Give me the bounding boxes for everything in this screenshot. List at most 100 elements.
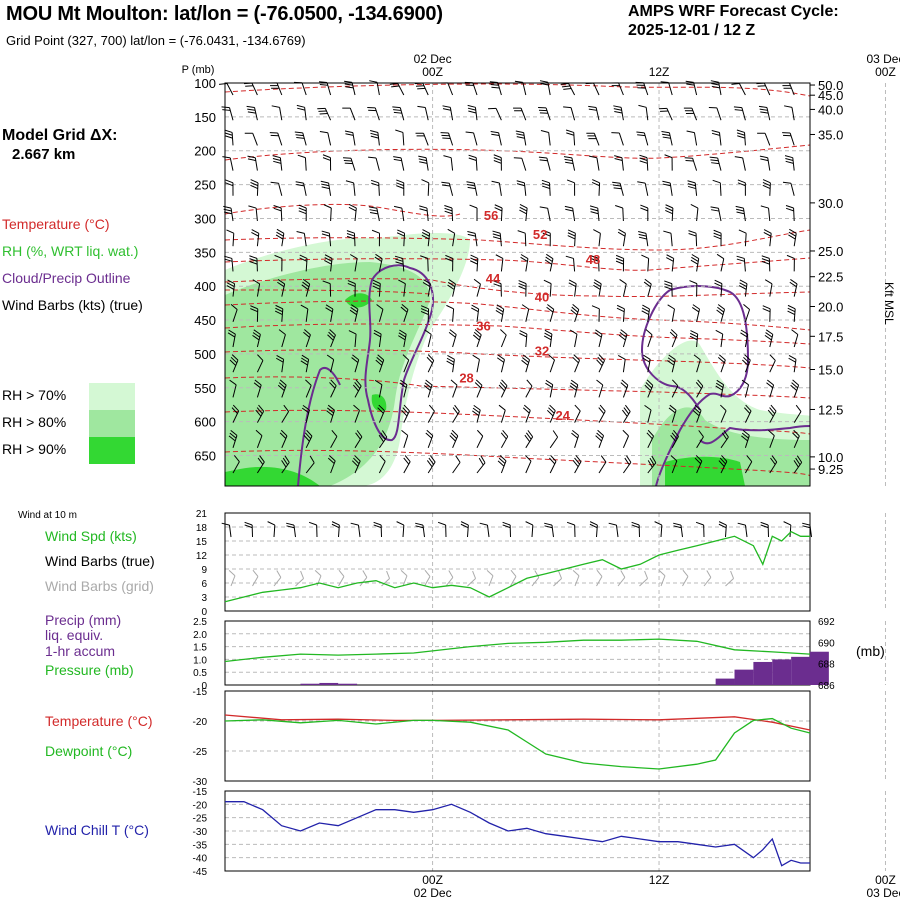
wind-barb-flag xyxy=(497,354,505,360)
wind-barb-flag xyxy=(542,185,550,190)
wind-barb xyxy=(468,154,478,171)
wind-barb-staff xyxy=(376,208,380,222)
wind-barb-flag xyxy=(792,379,799,386)
wind-barb xyxy=(741,429,750,448)
upper-panel-frame xyxy=(224,82,811,487)
wind-barb xyxy=(495,304,505,322)
wind-barb-staff xyxy=(644,182,649,196)
wind-barb-flag xyxy=(376,304,384,310)
wind-barb-staff xyxy=(256,233,260,247)
wind-barb xyxy=(246,105,258,121)
wind-barb-flag xyxy=(691,307,700,313)
wind-barb xyxy=(673,522,683,538)
wind-barb-staff xyxy=(725,524,727,538)
wind-barb-staff xyxy=(316,575,322,587)
wind-barb-flag xyxy=(222,156,231,159)
wind-barb-staff xyxy=(472,82,478,96)
wind-barb-staff xyxy=(427,410,435,423)
wind-barb xyxy=(494,204,503,222)
wind-barb-flag xyxy=(785,205,794,209)
wind-barb-flag xyxy=(502,524,511,529)
wind-barb-staff xyxy=(338,524,340,538)
wind-barb-flag xyxy=(612,184,621,187)
wind-barb-staff xyxy=(402,575,408,587)
wind-barb-staff xyxy=(500,207,503,222)
pressure-tick-label: 692 xyxy=(818,617,835,628)
wind-barb-flag xyxy=(325,304,334,310)
wind-barb-flag xyxy=(589,205,598,209)
wind-barb xyxy=(472,354,480,373)
wind-barb xyxy=(322,280,332,297)
wind-barb-flag xyxy=(686,83,695,86)
wind-barb-flag xyxy=(698,430,704,438)
wind-barb xyxy=(543,279,552,297)
temp-contour-60 xyxy=(224,83,811,97)
wind-barb-flag xyxy=(251,229,260,234)
wind-barb-flag xyxy=(734,156,743,159)
wind-barb-flag xyxy=(761,261,770,265)
wind-barb-flag xyxy=(790,279,798,285)
wind-barb-flag xyxy=(296,137,305,139)
wind-barb-staff xyxy=(473,182,478,196)
wind-barb xyxy=(389,82,405,96)
wind-barb xyxy=(710,206,722,222)
wind-panel-tick-label: 21 xyxy=(196,509,208,520)
wind-barb-staff xyxy=(525,359,530,373)
wind-barb-flag xyxy=(793,460,799,468)
pressure-tick-label: 500 xyxy=(194,347,216,362)
wind-barb-flag xyxy=(474,382,482,389)
wind-barb-staff xyxy=(553,578,562,587)
wind-barb-flag xyxy=(760,521,769,526)
wind-barb-flag xyxy=(711,132,720,136)
wind-barb-staff xyxy=(738,83,746,96)
wind-barb-flag xyxy=(565,255,574,259)
wind-barb-staff xyxy=(354,460,361,474)
wind-barb-staff xyxy=(598,233,601,247)
wind-barb-staff xyxy=(378,283,381,297)
wind-barb-staff xyxy=(252,576,259,587)
wind-barb-flag xyxy=(760,111,769,114)
wind-barb-flag xyxy=(714,282,722,287)
wind-barb xyxy=(331,521,340,538)
wind-barb xyxy=(479,522,490,538)
wind-barb-staff xyxy=(764,133,771,146)
wind-barb-flag xyxy=(664,280,672,285)
wind-barb-flag xyxy=(247,158,256,162)
wind-barb xyxy=(564,205,576,222)
wind-barb-flag xyxy=(444,207,453,212)
wind-barb xyxy=(370,179,380,196)
wind-barb-flag xyxy=(671,432,678,440)
wind-barb-flag xyxy=(373,521,382,526)
wind-barb-staff xyxy=(254,107,258,121)
wind-barb-staff xyxy=(549,334,553,348)
wind-barb-staff xyxy=(793,435,800,448)
wind-barb-flag xyxy=(516,136,525,139)
wind-barb xyxy=(646,429,654,449)
wind-barb-staff xyxy=(520,107,527,121)
wind-barb-flag xyxy=(682,569,689,577)
wind-barb xyxy=(743,303,751,322)
temp-contour-label: 44 xyxy=(486,271,501,286)
wind-barb-flag xyxy=(688,233,697,237)
wind-barb xyxy=(666,254,675,272)
wind-barb xyxy=(324,254,333,272)
wind-barb-staff xyxy=(452,233,456,247)
wind-barb-flag xyxy=(796,455,803,463)
wind-barb xyxy=(232,455,240,474)
wind-barb-flag xyxy=(222,109,231,111)
wind-barb xyxy=(374,253,383,272)
wind-barb-flag xyxy=(542,232,551,237)
wind-barb xyxy=(303,329,311,348)
wind-barb-flag xyxy=(350,522,359,526)
wind-barb-flag xyxy=(689,335,698,341)
wind-barb-staff xyxy=(330,207,332,222)
wind-barb xyxy=(377,404,385,423)
wind-barb xyxy=(658,107,673,121)
wind-barb-staff xyxy=(744,435,750,448)
wind-barb xyxy=(417,105,429,121)
wind-barb-staff xyxy=(693,132,698,146)
wind-barb-flag xyxy=(597,429,604,436)
wind-barb-flag xyxy=(227,279,235,285)
wind-barb-staff xyxy=(660,524,663,538)
wind-barb-staff xyxy=(353,182,356,196)
